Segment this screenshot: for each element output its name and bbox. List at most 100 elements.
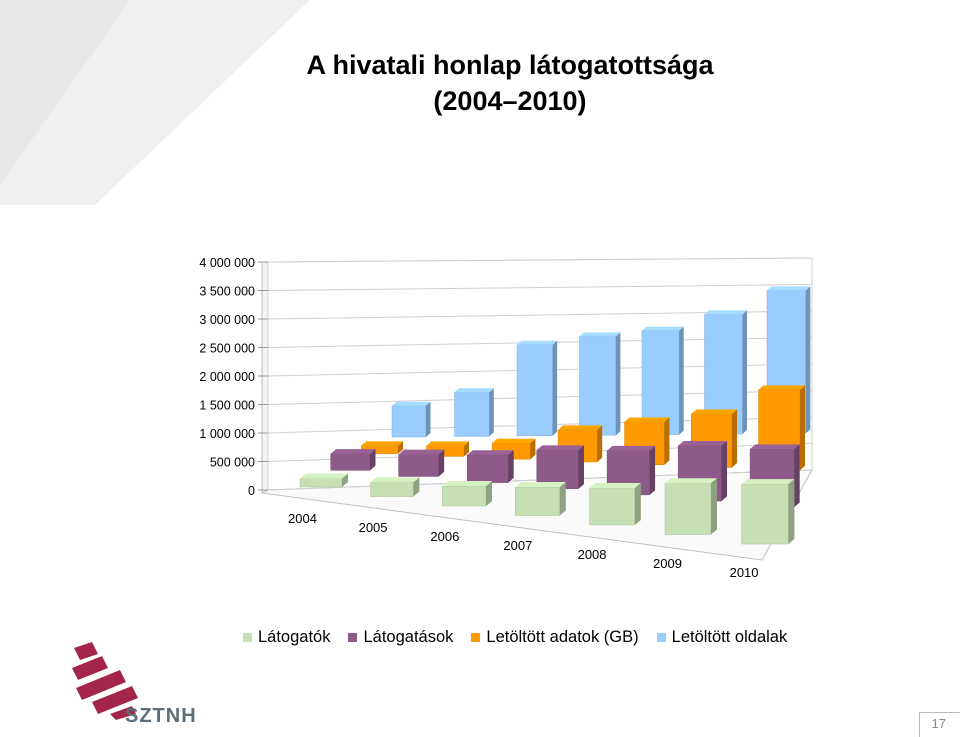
bar-front — [442, 485, 487, 507]
bar-front — [299, 478, 343, 488]
x-tick-label: 2006 — [430, 529, 459, 544]
legend-item: Letöltött adatok (GB) — [471, 628, 639, 647]
bar-top — [536, 445, 584, 450]
bar-side — [788, 479, 795, 544]
bar — [741, 479, 795, 545]
x-axis-ticks: 2004 2005 2006 2007 2008 2009 2010 — [288, 511, 759, 580]
bar-side — [664, 417, 670, 465]
bar-front — [398, 454, 439, 477]
bar — [454, 388, 494, 437]
bar-side — [679, 326, 684, 435]
slide-subtitle: (2004–2010) — [433, 86, 587, 116]
legend-swatch — [471, 633, 481, 642]
page-number: 17 — [931, 716, 946, 731]
bar-side — [805, 286, 811, 434]
legend-item: Letöltött oldalak — [656, 628, 788, 647]
bar-side — [342, 473, 348, 487]
bar-top — [704, 310, 747, 315]
chart: 0 500 000 1 000 000 1 500 000 2 000 000 2 500… — [199, 256, 813, 580]
y-tick-label: 1 500 000 — [199, 399, 255, 413]
bar-side — [426, 401, 431, 437]
page-corner — [919, 712, 960, 737]
bar-top — [642, 326, 684, 331]
bar-side — [711, 478, 717, 535]
y-tick-label: 3 000 000 — [199, 313, 255, 327]
bar-side — [794, 444, 800, 508]
bar-top — [515, 482, 566, 487]
y-tick-label: 3 500 000 — [199, 285, 255, 299]
bar-top — [467, 450, 514, 455]
legend-item: Látogatások — [348, 628, 453, 647]
bar — [398, 449, 445, 477]
bar-side — [559, 482, 566, 516]
bar-top — [758, 385, 805, 390]
x-tick-label: 2004 — [288, 511, 317, 526]
bar-side — [615, 332, 621, 436]
bar-side — [530, 438, 536, 460]
bar-top — [579, 332, 621, 337]
bar-top — [370, 477, 420, 483]
bar-side — [370, 449, 376, 471]
bar — [516, 340, 558, 437]
bar-top — [741, 479, 795, 485]
legend-label: Látogatások — [363, 628, 454, 646]
bar — [370, 477, 420, 497]
x-tick-label: 2005 — [359, 520, 388, 535]
bar-top — [750, 444, 800, 450]
legend-label: Letöltött oldalak — [671, 628, 788, 646]
bar-side — [800, 385, 805, 471]
bar-side — [438, 449, 445, 477]
bar — [641, 326, 684, 435]
bar-front — [370, 482, 414, 497]
chart-bars — [299, 286, 811, 545]
bar-front — [454, 391, 490, 437]
y-tick-label: 2 000 000 — [199, 370, 255, 384]
y-tick-label: 500 000 — [210, 456, 255, 470]
legend-swatch — [656, 633, 666, 642]
chart-legend: Látogatók Látogatások Letöltött adatok (GB… — [243, 628, 805, 647]
bar-top — [691, 409, 737, 414]
legend-swatch — [348, 633, 358, 642]
bar — [664, 478, 717, 535]
y-tick-label: 1 000 000 — [199, 427, 255, 441]
bar-top — [330, 449, 376, 454]
bar-side — [413, 477, 420, 497]
bar-front — [516, 344, 553, 437]
bar-side — [552, 340, 558, 436]
bar-top — [361, 441, 403, 446]
legend-item: Látogatók — [243, 628, 330, 647]
bar — [589, 482, 641, 526]
bar-top — [492, 438, 536, 444]
y-axis-ticks: 0 500 000 1 000 000 1 500 000 2 000 000 2 500… — [199, 256, 255, 498]
gridline — [267, 257, 813, 263]
y-tick-label: 0 — [248, 484, 255, 498]
bar-top — [665, 478, 717, 484]
bar-top — [558, 425, 603, 430]
legend-swatch — [243, 633, 252, 642]
bar-front — [391, 405, 427, 438]
bar-front — [467, 454, 509, 483]
bar-top — [392, 401, 431, 406]
bar-front — [579, 336, 617, 436]
bar-side — [464, 441, 469, 457]
bar-side — [742, 310, 747, 434]
bar — [330, 449, 376, 471]
bar — [361, 441, 403, 454]
legend-label: Letöltött adatok (GB) — [486, 628, 639, 646]
x-tick-label: 2010 — [730, 565, 759, 580]
bar-front — [330, 453, 371, 471]
bar — [467, 450, 514, 483]
bar-side — [508, 450, 514, 483]
bar-top — [398, 449, 445, 455]
bar-side — [597, 425, 603, 462]
bar-side — [649, 445, 656, 495]
left-wall — [261, 261, 269, 494]
slide-title: A hivatali honlap látogatottsága — [306, 50, 714, 80]
bar-side — [398, 441, 403, 454]
bar — [442, 481, 492, 507]
y-tick-label: 4 000 000 — [199, 256, 255, 270]
bar — [536, 445, 584, 489]
logo-text: SZTNH — [125, 705, 197, 727]
legend-label: Látogatók — [258, 628, 331, 646]
bar-top — [442, 481, 492, 487]
